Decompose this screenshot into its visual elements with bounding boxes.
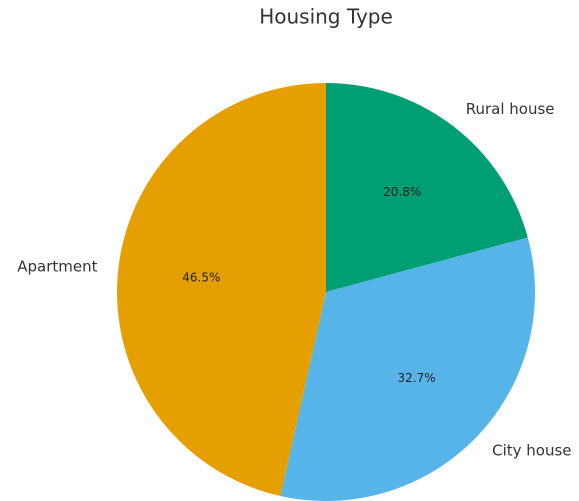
chart-title: Housing Type bbox=[259, 5, 393, 29]
percent-label: 20.8% bbox=[383, 185, 421, 199]
slice-label: Rural house bbox=[466, 100, 555, 118]
pie-slice bbox=[280, 237, 535, 501]
slice-label: Apartment bbox=[17, 257, 97, 275]
percent-label: 32.7% bbox=[398, 371, 436, 385]
slice-label: City house bbox=[492, 441, 571, 459]
pie-slice bbox=[326, 83, 528, 292]
percent-label: 46.5% bbox=[182, 271, 220, 285]
pie-slice bbox=[117, 83, 326, 496]
